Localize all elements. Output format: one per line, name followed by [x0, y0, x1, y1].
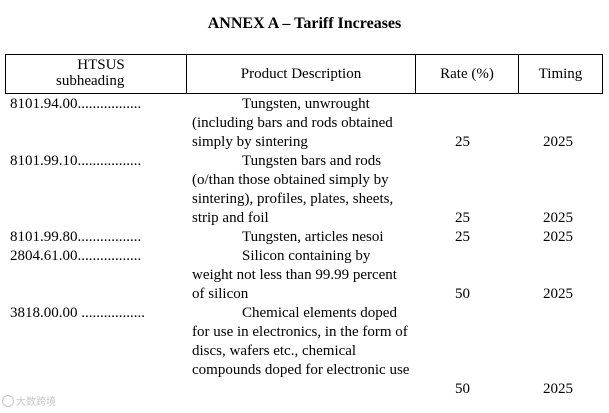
timing-value: 2025 [543, 210, 573, 226]
rate-value: 50 [455, 381, 470, 397]
timing-value: 2025 [543, 381, 573, 397]
table-row: 8101.99.10................. Tungsten bar… [0, 152, 609, 228]
header-rate: Rate (%) [440, 65, 494, 82]
product-description: Tungsten, articles nesoi [242, 229, 384, 245]
header-divider [415, 55, 416, 93]
rate-value: 50 [455, 286, 470, 302]
header-description: Product Description [240, 65, 362, 82]
rate-value: 25 [455, 229, 470, 245]
rate-value: 25 [455, 134, 470, 150]
page-title: ANNEX A – Tariff Increases [207, 15, 402, 32]
hts-code: 8101.94.00................. [10, 96, 142, 112]
header-timing: Timing [538, 65, 583, 82]
product-description: Tungsten, unwrought (including bars and … [192, 96, 393, 150]
header-htsus-line2: subheading [56, 73, 125, 89]
table-row: 2804.61.00................. Silicon cont… [0, 247, 609, 304]
table-row: 8101.99.80................. Tungsten, ar… [0, 228, 609, 247]
rate-value: 25 [455, 210, 470, 226]
hts-code: 3818.00.00 ................. [10, 305, 145, 321]
table-row: 3818.00.00 ................. Chemical el… [0, 304, 609, 399]
hts-code: 8101.99.80................. [10, 229, 142, 245]
table-row: 8101.94.00................. Tungsten, un… [0, 95, 609, 152]
watermark: 大数跨境 [2, 393, 56, 408]
header-htsus-line1: HTSUS [77, 57, 125, 73]
product-description: Chemical elements doped for use in elect… [192, 305, 410, 378]
hts-code: 8101.99.10................. [10, 153, 142, 169]
header-htsus: HTSUS subheading [6, 57, 186, 89]
product-description: Tungsten bars and rods (o/than those obt… [192, 153, 394, 226]
watermark-logo-icon [2, 394, 14, 407]
timing-value: 2025 [543, 286, 573, 302]
table-header: HTSUS subheading Product Description Rat… [5, 54, 603, 94]
timing-value: 2025 [543, 229, 573, 245]
product-description: Silicon containing by weight not less th… [192, 248, 397, 302]
header-divider [518, 55, 519, 93]
header-divider [186, 55, 187, 93]
watermark-text: 大数跨境 [16, 397, 56, 408]
timing-value: 2025 [543, 134, 573, 150]
hts-code: 2804.61.00................. [10, 248, 142, 264]
